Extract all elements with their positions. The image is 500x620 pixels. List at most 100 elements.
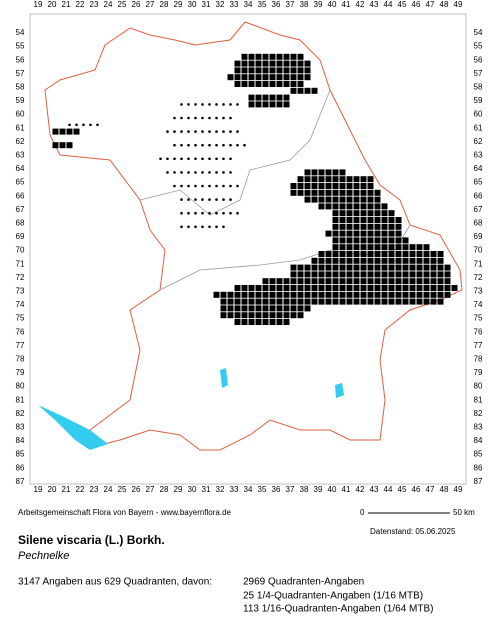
occurrence-square	[430, 264, 437, 271]
occurrence-square	[339, 264, 346, 271]
column-label: 49	[454, 0, 463, 9]
column-label: 28	[160, 485, 169, 494]
column-label: 32	[216, 485, 225, 494]
occurrence-square	[52, 128, 59, 135]
common-name: Pechnelke	[18, 550, 69, 562]
occurrence-square	[360, 237, 367, 244]
column-label: 34	[244, 0, 253, 9]
occurrence-square	[332, 169, 339, 176]
row-label: 69	[16, 232, 25, 241]
occurrence-square	[248, 53, 255, 60]
occurrence-square	[339, 189, 346, 196]
occurrence-square	[234, 291, 241, 298]
occurrence-square	[416, 298, 423, 305]
occurrence-square	[290, 305, 297, 312]
occurrence-square	[220, 298, 227, 305]
occurrence-square	[388, 217, 395, 223]
occurrence-dot	[180, 184, 183, 188]
occurrence-dot	[208, 130, 211, 133]
occurrence-square	[262, 101, 269, 108]
occurrence-square	[360, 251, 367, 257]
occurrence-dot	[229, 116, 232, 120]
occurrence-square	[367, 278, 374, 285]
occurrence-square	[374, 271, 381, 278]
occurrence-square	[423, 271, 430, 278]
occurrence-square	[276, 94, 283, 101]
occurrence-dot	[222, 116, 225, 120]
occurrence-square	[346, 223, 353, 230]
occurrence-square	[269, 291, 276, 298]
occurrence-square	[248, 305, 255, 312]
occurrence-square	[451, 285, 458, 291]
date: Datenstand: 05.06.2025	[370, 527, 456, 536]
occurrence-square	[346, 257, 353, 264]
occurrence-square	[353, 210, 360, 217]
occurrence-square	[234, 312, 241, 319]
occurrence-square	[402, 278, 409, 285]
occurrence-square	[241, 285, 248, 291]
occurrence-dot	[180, 225, 183, 229]
occurrence-square	[374, 244, 381, 251]
column-label: 41	[342, 485, 351, 494]
occurrence-square	[290, 183, 297, 189]
occurrence-square	[416, 271, 423, 278]
occurrence-square	[248, 94, 255, 101]
occurrence-square	[332, 285, 339, 291]
column-label: 35	[258, 485, 267, 494]
occurrence-square	[381, 278, 388, 285]
occurrence-square	[325, 203, 332, 210]
occurrence-square	[297, 189, 304, 196]
column-label: 44	[384, 485, 393, 494]
occurrence-dot	[236, 130, 239, 133]
occurrence-square	[297, 271, 304, 278]
row-label: 67	[16, 205, 25, 214]
row-label: 61	[16, 123, 25, 132]
occurrence-square	[283, 101, 290, 108]
row-label: 72	[16, 273, 25, 282]
occurrence-dot	[194, 211, 197, 215]
occurrence-square	[248, 285, 255, 291]
occurrence-square	[332, 196, 339, 203]
occurrence-dot	[208, 103, 211, 106]
row-label: 75	[16, 314, 25, 323]
occurrence-square	[262, 298, 269, 305]
occurrence-square	[234, 319, 241, 325]
occurrence-square	[367, 291, 374, 298]
occurrence-square	[290, 264, 297, 271]
occurrence-square	[227, 312, 234, 319]
occurrence-square	[346, 210, 353, 217]
occurrence-square	[262, 60, 269, 67]
occurrence-square	[388, 244, 395, 251]
occurrence-square	[360, 183, 367, 189]
occurrence-square	[332, 230, 339, 237]
occurrence-square	[227, 74, 234, 81]
occurrence-square	[311, 257, 318, 264]
occurrence-square	[318, 169, 325, 176]
occurrence-square	[346, 230, 353, 237]
row-label: 73	[16, 287, 25, 296]
occurrence-square	[381, 210, 388, 217]
occurrence-square	[332, 183, 339, 189]
occurrence-square	[262, 53, 269, 60]
occurrence-square	[360, 189, 367, 196]
occurrence-square	[381, 223, 388, 230]
occurrence-square	[276, 305, 283, 312]
occurrence-square	[346, 298, 353, 305]
occurrence-square	[325, 251, 332, 257]
column-label: 49	[454, 485, 463, 494]
occurrence-square	[374, 189, 381, 196]
occurrence-square	[437, 257, 444, 264]
occurrence-dot	[222, 225, 225, 229]
occurrence-square	[367, 203, 374, 210]
occurrence-square	[283, 285, 290, 291]
occurrence-square	[276, 101, 283, 108]
occurrence-square	[423, 278, 430, 285]
occurrence-square	[395, 237, 402, 244]
occurrence-square	[297, 53, 304, 60]
occurrence-square	[367, 223, 374, 230]
occurrence-square	[304, 278, 311, 285]
row-label: 79	[474, 368, 483, 377]
column-label: 29	[174, 0, 183, 9]
occurrence-square	[395, 264, 402, 271]
occurrence-square	[416, 285, 423, 291]
